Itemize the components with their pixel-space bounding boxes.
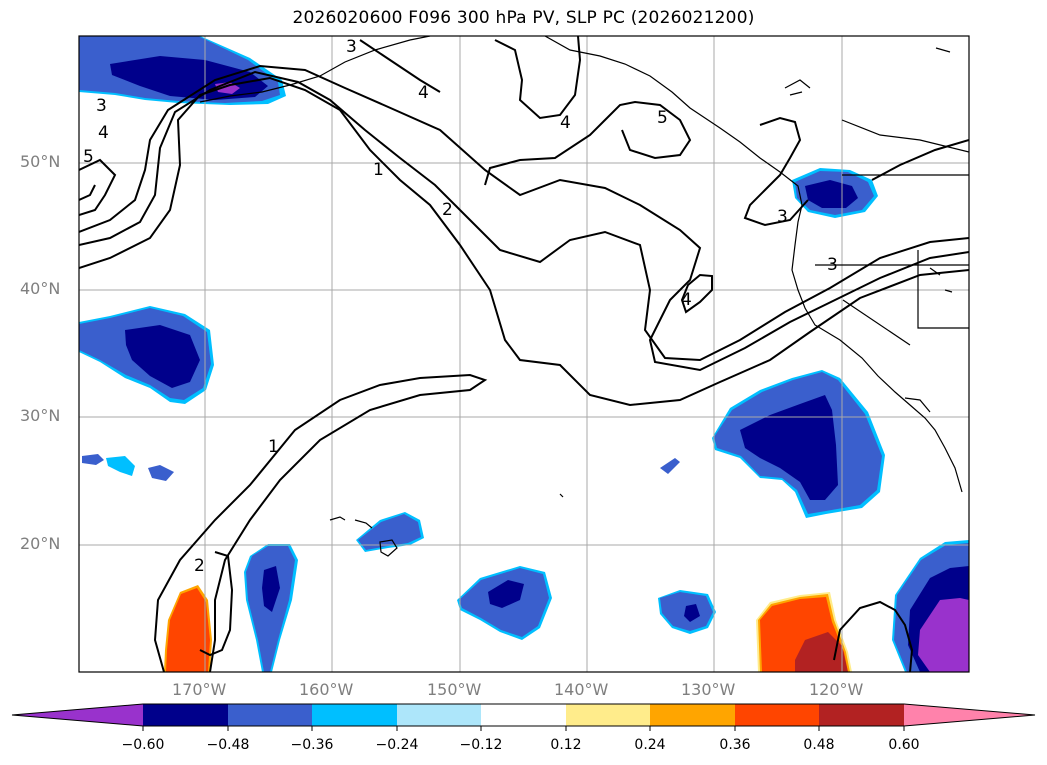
contour-label: 4 (681, 290, 692, 310)
negative-anomaly-small-patches (82, 454, 680, 481)
colorbar-tick: −0.12 (459, 737, 503, 753)
colorbar-extend-low (12, 704, 143, 726)
contour-label: 5 (83, 147, 94, 167)
contour-label: 5 (657, 108, 668, 128)
colorbar (11, 703, 1036, 731)
colorbar-tick: 0.36 (719, 737, 751, 753)
colorbar-tick: −0.24 (375, 737, 419, 753)
negative-anomaly-west-pacific (79, 306, 214, 404)
map-title: 2026020600 F096 300 hPa PV, SLP PC (2026… (292, 8, 755, 28)
negative-anomaly-aleutians (79, 36, 286, 105)
colorbar-tick: −0.48 (206, 737, 250, 753)
slp-contours (79, 36, 969, 672)
lon-label-150w: 150°W (427, 680, 482, 699)
negative-anomaly-pacific-northwest (792, 168, 878, 218)
contour-label: 2 (442, 200, 453, 220)
contour-label: 3 (827, 255, 838, 275)
contour-label: 1 (268, 437, 279, 457)
contour-label: 4 (560, 113, 571, 133)
contour-label: 4 (98, 123, 109, 143)
positive-anomaly-se (756, 592, 852, 672)
colorbar-extend-high (904, 704, 1035, 726)
lat-label-40n: 40°N (20, 279, 61, 298)
lon-label-120w: 120°W (809, 680, 864, 699)
colorbar-tick: 0.24 (634, 737, 666, 753)
map-frame (78, 35, 970, 673)
map-background (79, 36, 969, 672)
contour-label: 3 (96, 96, 107, 116)
colorbar-tick: 0.48 (803, 737, 835, 753)
negative-anomaly-central-15n (457, 566, 552, 640)
contour-labels: 3 4 5 4 3 1 2 5 4 4 3 3 1 2 (83, 37, 838, 576)
map-gridlines (79, 36, 969, 672)
lon-label-140w: 140°W (554, 680, 609, 699)
contour-label: 3 (777, 207, 788, 227)
contour-label: 2 (194, 556, 205, 576)
colorbar-tick: 0.60 (888, 737, 920, 753)
lon-label-160w: 160°W (299, 680, 354, 699)
contour-label: 3 (346, 37, 357, 57)
contour-label: 1 (373, 160, 384, 180)
colorbar-tick: −0.60 (121, 737, 165, 753)
negative-anomaly-hawaii (356, 512, 424, 552)
lon-label-130w: 130°W (681, 680, 736, 699)
lat-label-30n: 30°N (20, 406, 61, 425)
lat-label-50n: 50°N (20, 152, 61, 171)
negative-anomaly-se-corner (892, 540, 969, 672)
lat-label-20n: 20°N (20, 534, 61, 553)
colorbar-tick: 0.12 (550, 737, 582, 753)
negative-anomaly-east-15n (658, 590, 716, 634)
pv-anomaly-shading (79, 36, 969, 672)
colorbar-tick: −0.36 (290, 737, 334, 753)
negative-anomaly-sw-column (244, 544, 298, 672)
lon-label-170w: 170°W (172, 680, 227, 699)
contour-label: 4 (418, 83, 429, 103)
